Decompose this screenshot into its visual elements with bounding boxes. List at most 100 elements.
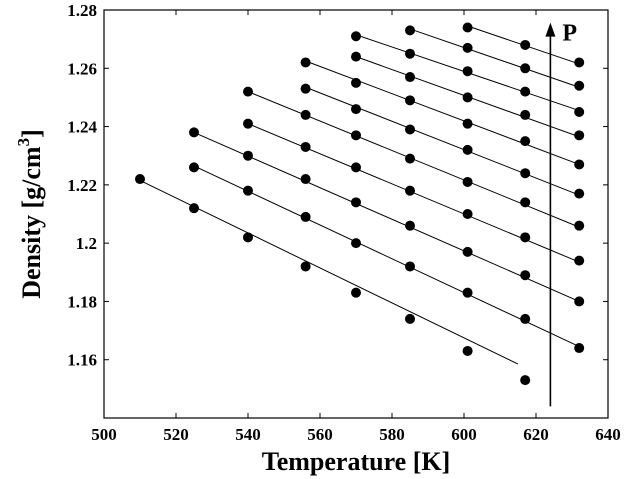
data-point [351, 104, 361, 115]
data-point [351, 197, 361, 208]
pressure-arrow-head [545, 22, 556, 37]
data-point [574, 80, 585, 91]
data-point [300, 141, 311, 152]
data-point [405, 124, 415, 135]
data-point [243, 185, 253, 196]
ticks-layer: 500 520 540 560 580 600 620 640 1.16 1.18 1.2 1.22 1… [67, 1, 621, 444]
x-axis-title: Temperature [K] [262, 447, 450, 476]
x-tick-label: 500 [91, 425, 117, 444]
isobar-fit-line-2 [193, 165, 580, 348]
data-point [462, 345, 473, 356]
data-point [462, 118, 473, 129]
svg-text:Density [g/cm3]: Density [g/cm3] [14, 129, 46, 299]
data-point [574, 130, 585, 141]
x-tick-label: 640 [595, 425, 621, 444]
data-point [462, 209, 473, 219]
data-point [243, 118, 253, 129]
data-point [462, 176, 473, 187]
data-point [405, 261, 415, 272]
data-point [462, 42, 473, 53]
data-point [351, 162, 361, 173]
data-point [574, 296, 585, 307]
data-points-layer [135, 22, 585, 386]
x-tick-label: 520 [163, 425, 189, 444]
data-point [135, 174, 145, 185]
data-point [243, 86, 253, 97]
data-point [520, 270, 531, 281]
data-point [462, 287, 473, 298]
x-tick-label: 580 [379, 425, 405, 444]
data-point [405, 313, 415, 324]
data-point [405, 185, 415, 196]
data-point [351, 287, 361, 298]
isobar-fit-line-3 [193, 131, 580, 302]
data-point [574, 343, 585, 354]
isobar-fit-line-10 [409, 28, 580, 88]
x-tick-label: 620 [523, 425, 549, 444]
data-point [574, 57, 585, 68]
y-tick-label: 1.2 [76, 234, 97, 253]
data-point [462, 92, 473, 103]
y-axis-title-sup: 3 [14, 138, 33, 147]
x-tick-label: 560 [307, 425, 333, 444]
data-point [520, 109, 531, 120]
data-point [351, 238, 361, 249]
x-tick-label: 600 [451, 425, 477, 444]
data-point [300, 174, 311, 185]
data-point [351, 77, 361, 88]
data-point [462, 144, 473, 155]
data-point [520, 375, 531, 386]
data-point [300, 109, 311, 120]
data-point [520, 63, 531, 74]
fit-lines-layer [139, 25, 580, 365]
data-point [520, 168, 531, 179]
data-point [574, 107, 585, 117]
data-point [574, 159, 585, 170]
y-axis-title-close: ] [17, 129, 46, 138]
data-point [351, 51, 361, 62]
data-point [189, 162, 199, 173]
data-point [300, 211, 311, 222]
data-point [351, 31, 361, 42]
data-point [243, 150, 253, 161]
data-point [405, 25, 415, 36]
data-point [243, 232, 253, 243]
data-point [405, 95, 415, 106]
data-point [351, 130, 361, 141]
data-point [462, 66, 473, 77]
y-tick-label: 1.16 [67, 351, 97, 370]
y-tick-label: 1.24 [67, 118, 97, 137]
y-axis-title-main: Density [g/cm [17, 146, 46, 299]
pressure-label: P [562, 21, 577, 47]
data-point [462, 246, 473, 257]
y-axis-title: Density [g/cm3] [14, 129, 46, 299]
x-tick-label: 540 [235, 425, 261, 444]
isobar-fit-line-7 [305, 60, 580, 165]
data-point [520, 86, 531, 97]
data-point [520, 136, 531, 147]
y-tick-label: 1.18 [67, 292, 97, 311]
data-point [189, 127, 199, 138]
data-point [405, 153, 415, 164]
data-point [574, 188, 585, 199]
data-point [300, 83, 311, 94]
pressure-annotation: P [545, 21, 577, 407]
data-point [405, 72, 415, 83]
data-point [574, 255, 585, 266]
isobar-fit-line-1 [139, 180, 519, 365]
data-point [189, 203, 199, 214]
plot-frame [103, 9, 609, 419]
data-point [405, 220, 415, 231]
y-tick-label: 1.22 [67, 176, 97, 195]
data-point [574, 220, 585, 231]
isobar-fit-line-6 [305, 86, 580, 196]
data-point [520, 197, 531, 208]
data-point [300, 57, 311, 68]
data-point [520, 232, 531, 243]
data-point [462, 22, 473, 33]
data-point [520, 313, 531, 324]
data-point [300, 261, 311, 272]
y-tick-label: 1.26 [67, 59, 97, 78]
data-point [405, 48, 415, 59]
